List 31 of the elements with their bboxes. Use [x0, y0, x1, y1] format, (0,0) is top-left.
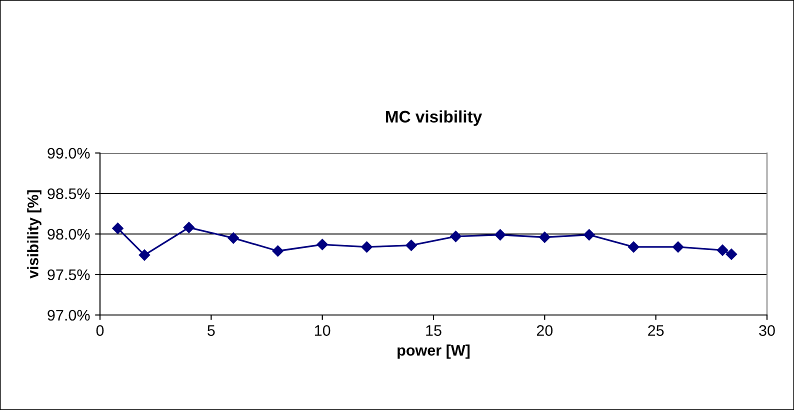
point [406, 240, 417, 251]
x-tick-label: 5 [208, 325, 215, 336]
point [716, 244, 728, 256]
point [584, 229, 595, 240]
y-tick-label: 97.5% [48, 269, 90, 280]
point [228, 232, 240, 244]
x-tick-label: 30 [759, 325, 775, 336]
y-tick-label: 97.0% [48, 310, 90, 321]
point [183, 222, 195, 234]
point [539, 232, 550, 243]
x-tick-label: 15 [426, 325, 442, 336]
y-axis-title: visibility [%] [27, 190, 42, 279]
x-tick-label: 25 [648, 325, 664, 336]
point [494, 229, 506, 240]
point [138, 249, 150, 261]
x-tick-label: 10 [315, 325, 330, 336]
y-tick-label: 98.0% [48, 228, 90, 240]
point [726, 248, 738, 260]
point [361, 241, 372, 253]
point [272, 245, 284, 257]
x-tick-label: 0 [96, 325, 104, 336]
x-axis-title: power [W] [398, 344, 470, 359]
point [450, 230, 462, 242]
chart-title: MC visibility [386, 110, 482, 126]
y-tick-label: 98.5% [48, 188, 90, 200]
point [112, 222, 124, 234]
point [672, 241, 684, 253]
point [316, 238, 328, 250]
y-tick-label: 99.0% [48, 148, 90, 159]
x-tick-label: 20 [536, 325, 553, 336]
point [628, 241, 640, 253]
